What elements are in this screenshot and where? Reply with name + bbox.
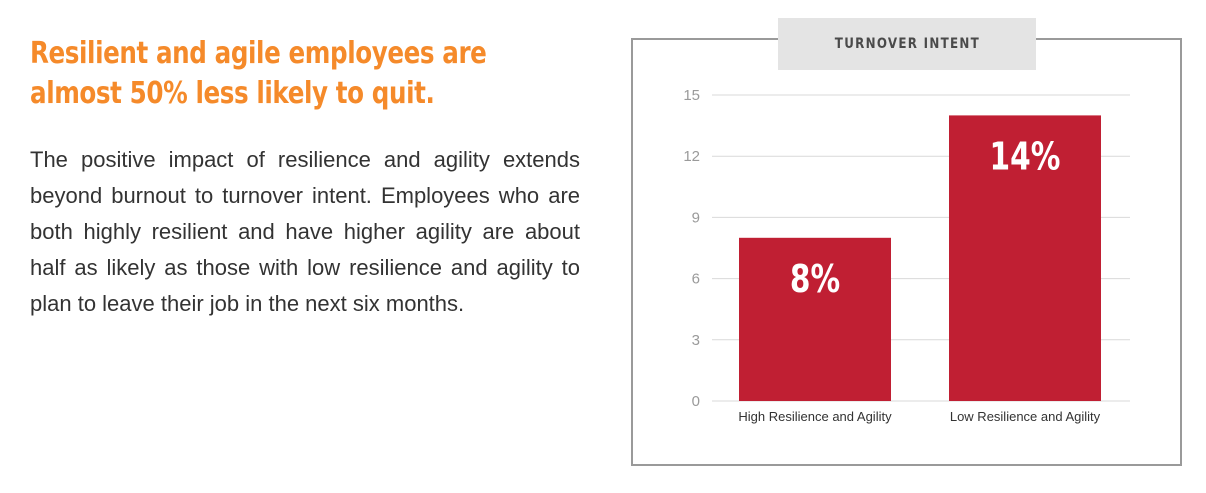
bar	[949, 115, 1101, 402]
chart-title-tab: TURNOVER INTENT	[778, 18, 1036, 70]
body-paragraph: The positive impact of resilience and ag…	[30, 147, 580, 316]
category-label: Low Resilience and Agility	[950, 409, 1101, 424]
y-tick-label: 3	[692, 332, 700, 349]
headline-line-1: Resilient and agile employees are	[30, 36, 487, 71]
bar-value-label: 14%	[990, 135, 1061, 180]
headline: Resilient and agile employees are almost…	[30, 34, 489, 114]
y-tick-label: 6	[692, 271, 700, 288]
chart-title: TURNOVER INTENT	[834, 36, 980, 52]
bar-value-label: 8%	[790, 257, 840, 302]
y-tick-label: 15	[683, 87, 700, 104]
y-tick-label: 0	[692, 393, 700, 410]
bar	[739, 237, 891, 401]
headline-line-2: almost 50% less likely to quit.	[30, 76, 435, 111]
y-tick-label: 9	[692, 209, 700, 226]
y-tick-label: 12	[683, 148, 700, 165]
category-label: High Resilience and Agility	[738, 409, 892, 424]
